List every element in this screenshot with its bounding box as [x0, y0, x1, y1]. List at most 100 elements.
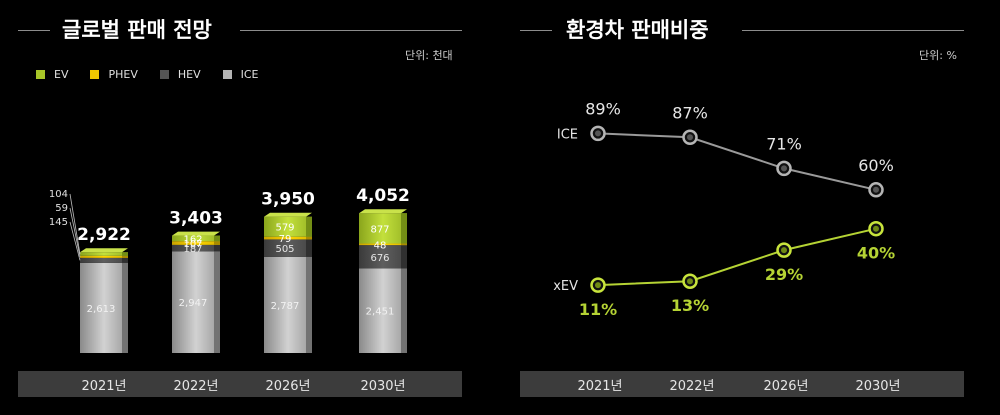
bar-top-cap [172, 231, 220, 236]
bar-total-label: 3,403 [169, 209, 223, 229]
bar-side-phev [401, 243, 407, 246]
bar-total-label: 4,052 [356, 186, 410, 206]
line-point-core [873, 186, 879, 193]
bar-value-label-side: 145 [49, 217, 68, 228]
bar-side-hev [306, 239, 312, 257]
legend-swatch-hev [159, 70, 169, 79]
line-series-name: ICE [557, 127, 578, 142]
line-value-label-xev: 29% [765, 265, 803, 284]
legend-swatch-phev [90, 70, 100, 79]
bar-segment-phev [80, 255, 128, 258]
bar-leader-line [69, 221, 81, 261]
line-series-ice [597, 132, 877, 191]
right-panel-unit: 단위: % [919, 49, 957, 62]
bar-value-label-ev: 162 [183, 234, 202, 245]
title-rule-right-b [742, 30, 964, 31]
bar-value-label-phev: 48 [374, 240, 387, 251]
x-tick-label: 2030년 [855, 379, 900, 394]
line-point-core [595, 282, 601, 289]
bar-segment-hev [172, 244, 220, 252]
title-rule-left-b [240, 30, 462, 31]
legend-label-hev: HEV [177, 68, 201, 81]
legend-label-phev: PHEV [108, 68, 138, 81]
bar-segment-hev [359, 245, 407, 269]
x-tick-label: 2030년 [360, 379, 405, 394]
legend-item-ev: EV [36, 68, 68, 81]
line-value-label-xev: 11% [579, 300, 617, 319]
line-point-core [781, 165, 787, 172]
bar-top-cap [80, 248, 128, 253]
legend: EV PHEV HEV ICE [36, 68, 281, 81]
bar-side-ev [306, 216, 312, 237]
bar-value-label-ev: 579 [275, 223, 294, 234]
line-value-label-ice: 60% [858, 156, 894, 175]
x-tick-label: 2022년 [669, 379, 714, 394]
bar-value-label-hev: 676 [370, 253, 389, 264]
left-panel-title: 글로벌 판매 전망 [62, 18, 212, 42]
bar-value-label-hev: 505 [275, 244, 294, 255]
bar-side-ev [214, 235, 220, 242]
left-panel-unit: 단위: 천대 [405, 49, 453, 62]
legend-label-ice: ICE [240, 68, 259, 81]
bar-segment-ice [359, 268, 407, 353]
bar-segment-ice [264, 256, 312, 353]
bar-value-label-phev: 107 [183, 239, 202, 250]
right-panel-title: 환경차 판매비중 [566, 18, 709, 42]
bar-segment-ev [172, 235, 220, 242]
right-axis-band [520, 371, 964, 397]
bar-value-label-ice: 2,947 [179, 298, 208, 309]
bar-total-label: 2,922 [77, 225, 131, 245]
bar-segment-ev [80, 252, 128, 256]
bar-side-phev [306, 236, 312, 240]
title-rule-left-a [18, 30, 50, 31]
bar-value-label-side: 104 [49, 189, 68, 200]
bar-segment-phev [264, 236, 312, 240]
bar-segment-phev [172, 241, 220, 245]
bar-top-cap [264, 212, 312, 217]
legend-item-phev: PHEV [90, 68, 138, 81]
bar-value-label-ice: 2,451 [366, 307, 395, 318]
bar-side-ev [122, 252, 128, 256]
bar-top-cap [359, 209, 407, 214]
bar-side-hev [401, 245, 407, 269]
left-axis-band [18, 371, 462, 397]
bar-segment-ice [172, 251, 220, 353]
bar-segment-ev [359, 213, 407, 244]
x-tick-label: 2021년 [81, 379, 126, 394]
line-point-core [595, 130, 601, 137]
bar-value-label-ev: 877 [370, 224, 389, 235]
bar-value-label-phev: 79 [279, 234, 292, 245]
bar-segment-hev [264, 239, 312, 257]
legend-swatch-ev [36, 70, 45, 79]
x-tick-label: 2026년 [763, 379, 808, 394]
legend-label-ev: EV [54, 68, 69, 81]
bar-value-label-side: 59 [55, 203, 68, 214]
legend-item-hev: HEV [159, 68, 201, 81]
bar-side-ev [401, 213, 407, 244]
line-point-core [781, 247, 787, 254]
bar-side-hev [214, 244, 220, 252]
line-point-core [873, 225, 879, 232]
line-value-label-ice: 71% [766, 134, 802, 153]
line-series-xev [597, 227, 877, 287]
bar-segment-ice [80, 262, 128, 353]
line-value-label-ice: 89% [585, 99, 621, 118]
bar-leader-line [69, 207, 81, 257]
bar-side-phev [122, 255, 128, 258]
bar-segment-hev [80, 257, 128, 263]
x-tick-label: 2026년 [265, 379, 310, 394]
line-value-label-xev: 40% [857, 244, 895, 263]
bar-side-ice [122, 262, 128, 353]
bar-side-ice [214, 251, 220, 353]
x-tick-label: 2022년 [173, 379, 218, 394]
bar-value-label-ice: 2,613 [87, 304, 116, 315]
x-tick-label: 2021년 [577, 379, 622, 394]
line-point-core [687, 134, 693, 141]
bar-side-phev [214, 241, 220, 245]
bar-segment-ev [264, 216, 312, 237]
legend-swatch-ice [222, 70, 232, 79]
bar-total-label: 3,950 [261, 190, 315, 210]
line-point-core [687, 278, 693, 285]
bar-value-label-hev: 187 [183, 244, 202, 255]
bar-leader-line [69, 193, 81, 255]
